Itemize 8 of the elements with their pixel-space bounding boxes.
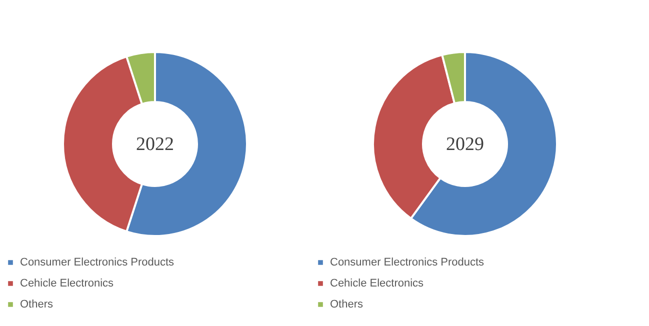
- legend-label: Others: [20, 298, 54, 310]
- text: 2022: [136, 134, 174, 155]
- legend-label: Others: [330, 298, 364, 310]
- legend-label: Consumer Electronics Products: [330, 256, 485, 268]
- legend-label: Cehicle Electronics: [20, 278, 114, 290]
- legend-label: Cehicle Electronics: [330, 278, 424, 290]
- text: 2029: [446, 134, 484, 155]
- legend-label: Consumer Electronics Products: [20, 256, 175, 268]
